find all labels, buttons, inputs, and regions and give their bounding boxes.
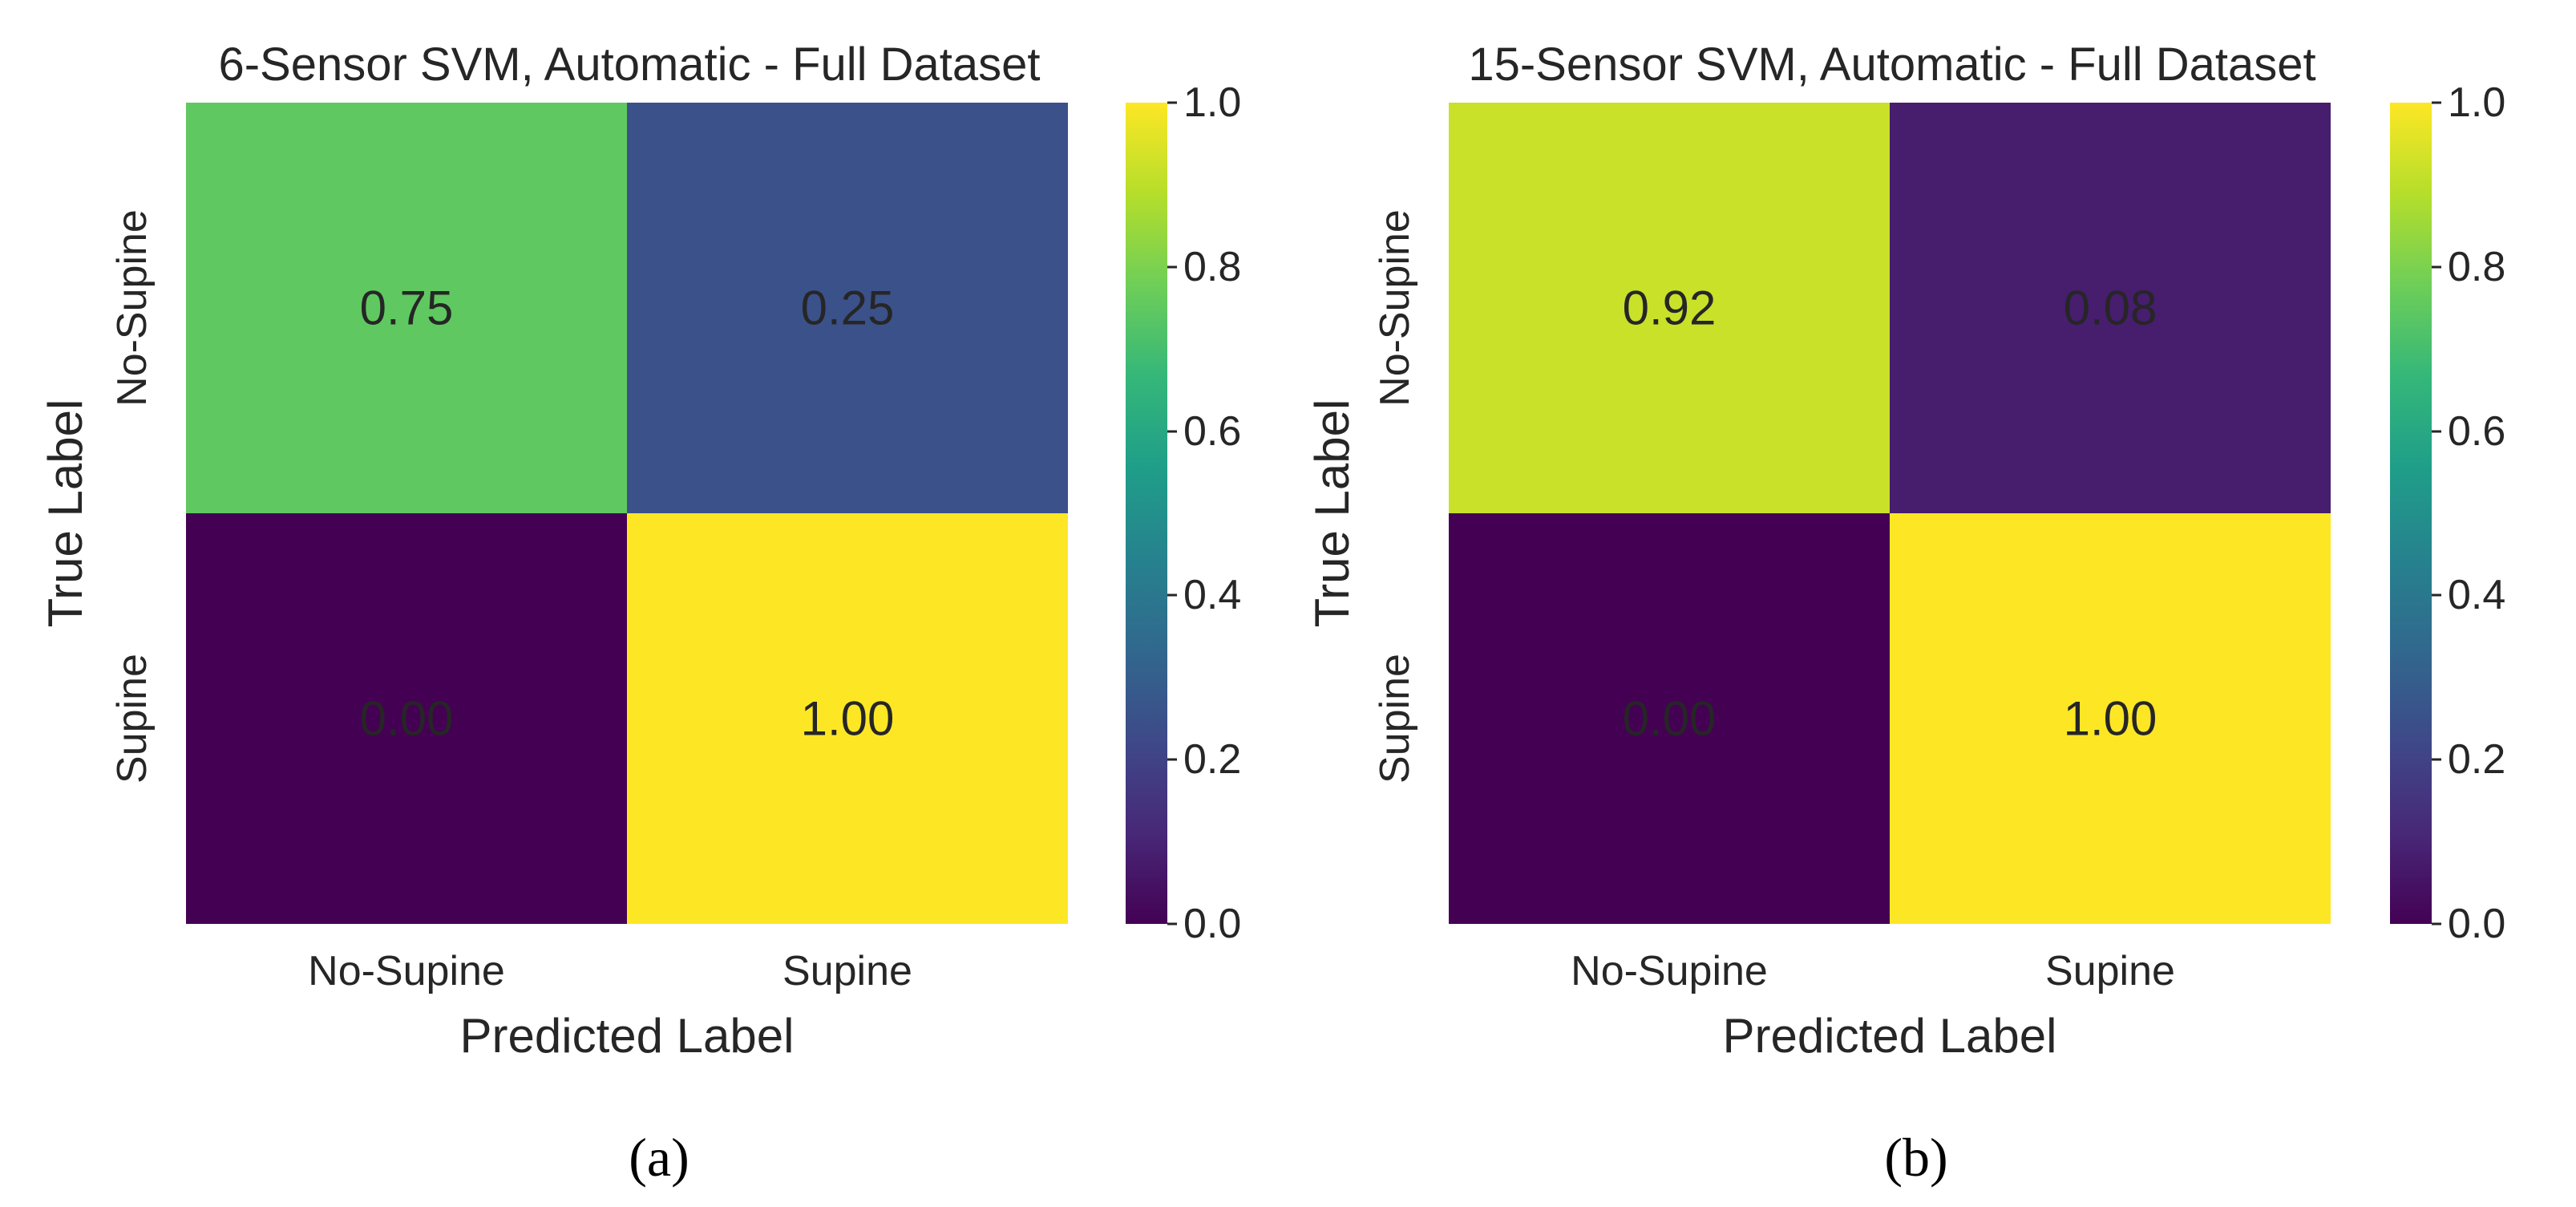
panel-b-cb-tick-3: 0.6 (2448, 408, 2505, 455)
panel-a-cb-tick-2: 0.4 (1183, 572, 1241, 618)
panel-a-cb-tick-4: 0.8 (1183, 244, 1241, 290)
panel-b-title: 15-Sensor SVM, Automatic - Full Dataset (1468, 38, 2315, 91)
panel-b-cell-0-1 (1890, 103, 2331, 513)
panel-a-cell-0-1 (627, 103, 1068, 513)
panel-a-y-axis-label: True Label (38, 399, 92, 628)
panel-b-x-tick-0: No-Supine (1571, 948, 1768, 994)
panel-a-cb-tick-1: 0.2 (1183, 736, 1241, 783)
panel-a-colorbar: 0.0 0.2 0.4 0.6 0.8 1.0 (1126, 79, 1241, 947)
panel-a-cell-1-0 (186, 513, 627, 924)
panel-a-colorbar-gradient (1126, 103, 1167, 924)
panel-a-value-label-0-1: 0.25 (801, 281, 895, 335)
panel-b-caption: (b) (1884, 1127, 1947, 1188)
panel-a: 6-Sensor SVM, Automatic - Full Dataset 0… (38, 38, 1241, 1188)
panel-a-cb-tick-5: 1.0 (1183, 79, 1241, 126)
panel-b-cb-tick-1: 0.2 (2448, 736, 2505, 783)
panel-b-colorbar: 0.0 0.2 0.4 0.6 0.8 1.0 (2390, 79, 2505, 947)
panel-b-value-label-0-1: 0.08 (2064, 281, 2157, 335)
panel-b-cell-1-1 (1890, 513, 2331, 924)
panel-b-cell-1-0 (1449, 513, 1890, 924)
panel-a-cb-tick-0: 0.0 (1183, 901, 1241, 947)
panel-b-y-tick-0: No-Supine (1372, 209, 1418, 407)
panel-b-cb-tick-0: 0.0 (2448, 901, 2505, 947)
panel-a-value-label-1-0: 0.00 (360, 692, 454, 746)
panel-b-x-axis-label: Predicted Label (1723, 1009, 2057, 1063)
panel-b-colorbar-gradient (2390, 103, 2432, 924)
panel-b-value-label-1-1: 1.00 (2064, 692, 2157, 746)
panel-a-heatmap: 0.75 0.25 0.00 1.00 (186, 103, 1068, 924)
panel-a-x-tick-1: Supine (783, 948, 912, 994)
panel-b-cb-tick-5: 1.0 (2448, 79, 2505, 126)
panel-a-title: 6-Sensor SVM, Automatic - Full Dataset (218, 38, 1040, 91)
panel-b-cb-tick-4: 0.8 (2448, 244, 2505, 290)
panel-b-heatmap: 0.92 0.08 0.00 1.00 (1449, 103, 2331, 924)
panel-a-y-tick-1: Supine (109, 654, 156, 784)
panel-a-value-label-0-0: 0.75 (360, 281, 454, 335)
panel-a-y-tick-0: No-Supine (109, 209, 156, 407)
panel-b: 15-Sensor SVM, Automatic - Full Dataset … (1305, 38, 2505, 1188)
panel-a-cb-tick-3: 0.6 (1183, 408, 1241, 455)
panel-b-cell-0-0 (1449, 103, 1890, 513)
panel-a-value-label-1-1: 1.00 (801, 692, 895, 746)
panel-b-value-label-1-0: 0.00 (1623, 692, 1717, 746)
panel-b-y-tick-1: Supine (1372, 654, 1418, 784)
panel-b-cb-tick-2: 0.4 (2448, 572, 2505, 618)
panel-b-y-axis-label: True Label (1305, 399, 1359, 628)
panel-a-caption: (a) (629, 1127, 689, 1188)
panel-a-x-axis-label: Predicted Label (460, 1009, 795, 1063)
panel-b-value-label-0-0: 0.92 (1623, 281, 1717, 335)
panel-a-cell-1-1 (627, 513, 1068, 924)
panel-b-x-tick-1: Supine (2045, 948, 2175, 994)
panel-a-x-tick-0: No-Supine (308, 948, 505, 994)
panel-a-cell-0-0 (186, 103, 627, 513)
